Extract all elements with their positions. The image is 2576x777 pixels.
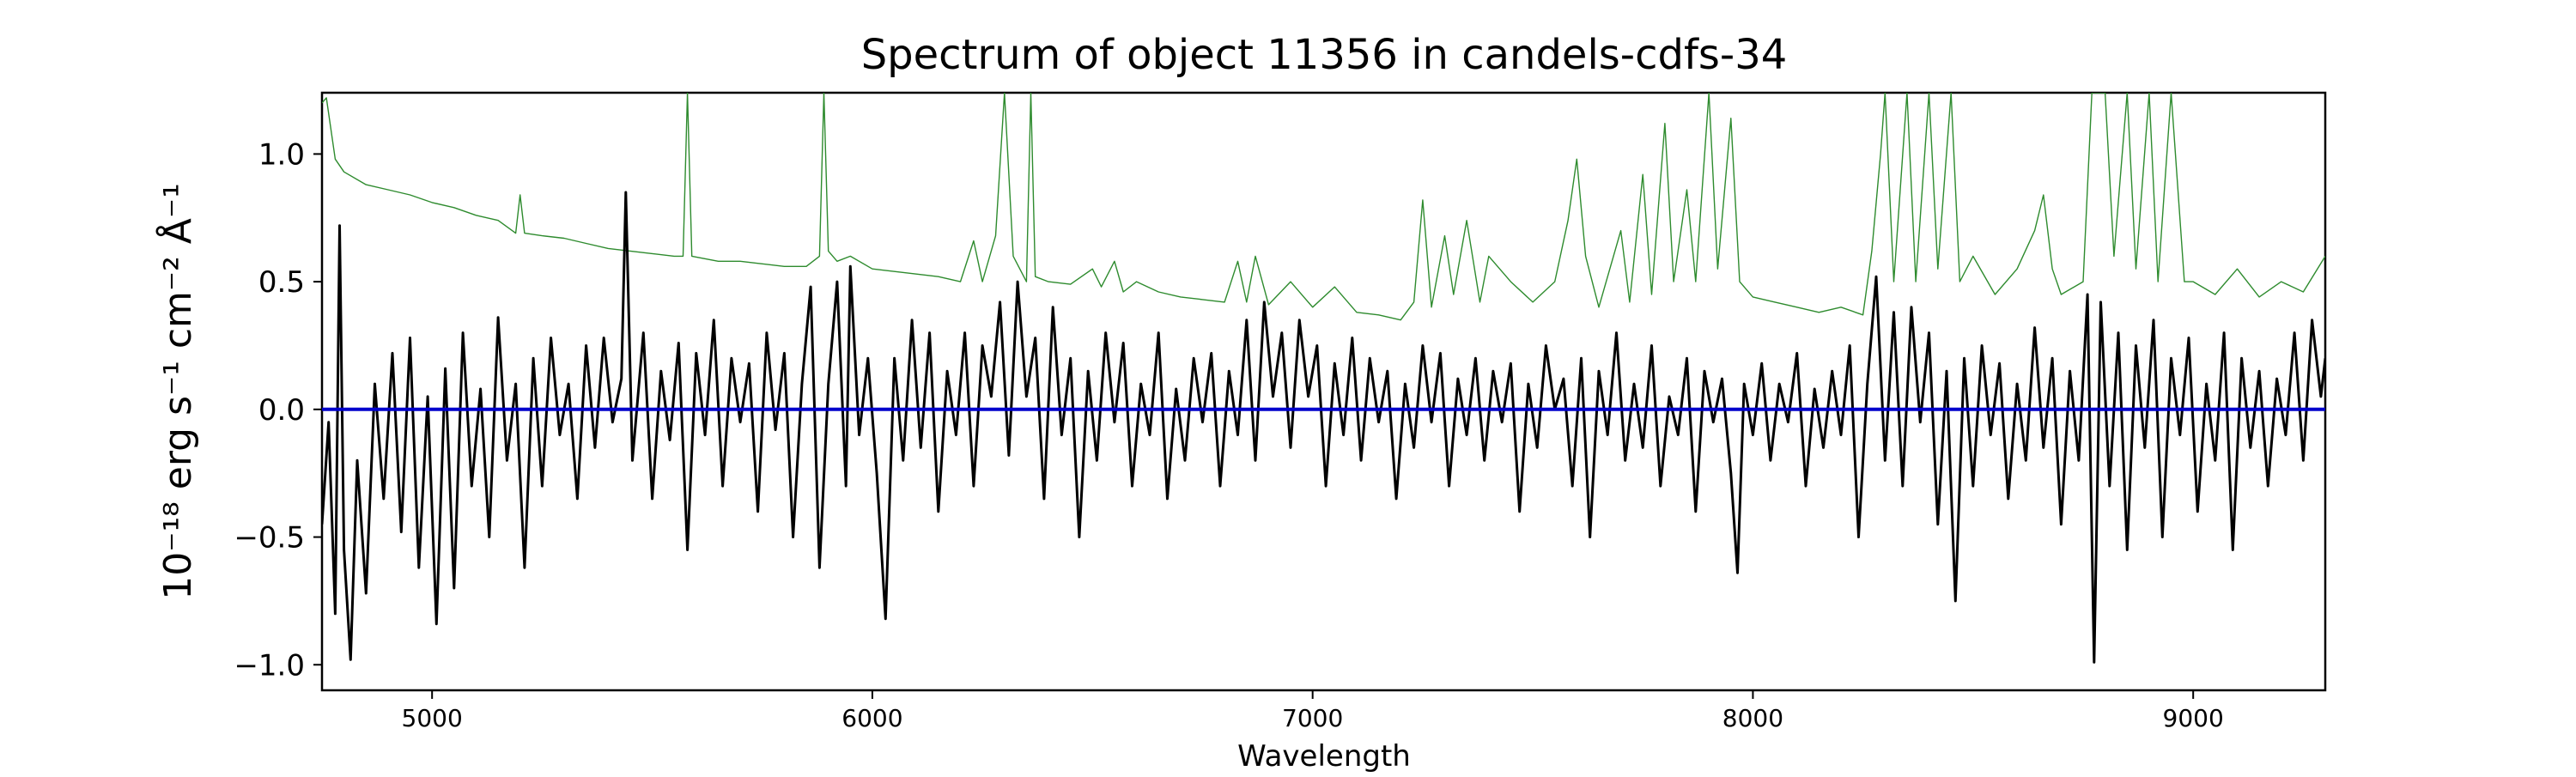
x-tick-label: 8000 [1722, 704, 1783, 732]
y-axis-label: 10⁻¹⁸ erg s⁻¹ cm⁻² Å⁻¹ [155, 183, 200, 599]
sky-noise-line [322, 93, 2325, 321]
series-layer [322, 93, 2325, 664]
x-tick-label: 5000 [402, 704, 463, 732]
y-tick-label: 1.0 [258, 137, 305, 172]
axis-layer: 5000 6000 7000 8000 9000 −1.0 −0.5 0.0 0.5 1.0 [234, 137, 2223, 732]
plot-frame [320, 91, 2327, 692]
x-tick-label: 6000 [841, 704, 902, 732]
y-tick-label: −0.5 [234, 521, 305, 555]
flux-line [322, 191, 2325, 664]
chart-title: Spectrum of object 11356 in candels-cdfs… [861, 31, 1788, 79]
y-tick-label: −1.0 [234, 648, 305, 683]
x-tick-label: 9000 [2163, 704, 2224, 732]
x-tick-label: 7000 [1282, 704, 1343, 732]
y-tick-label: 0.0 [258, 393, 305, 428]
x-axis-label: Wavelength [1237, 739, 1411, 773]
y-tick-label: 0.5 [258, 265, 305, 300]
